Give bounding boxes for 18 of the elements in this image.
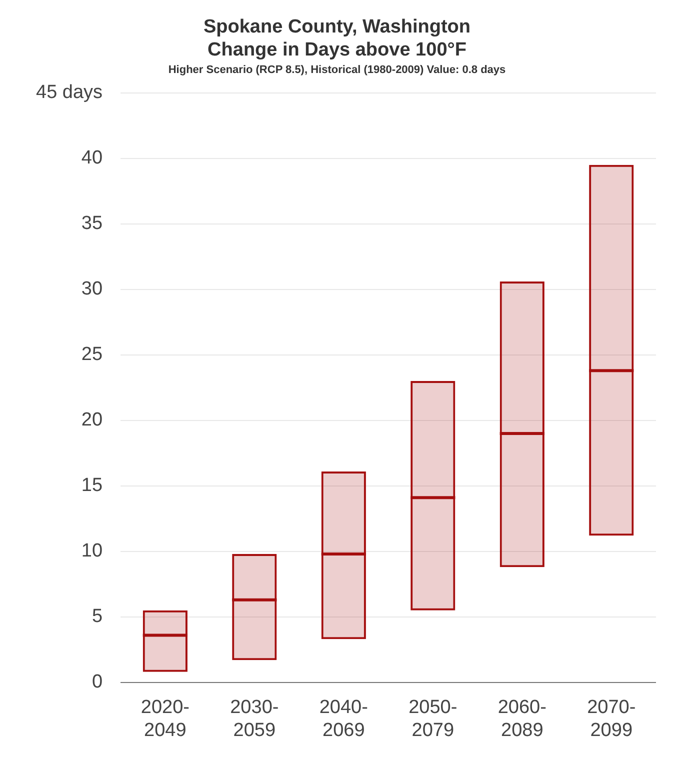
- y-tick-label: 25: [81, 344, 103, 366]
- y-tick-label: 20: [81, 410, 103, 431]
- chart-subtitle: Higher Scenario (RCP 8.5), Historical (1980-2009) Value: 0.8 days: [168, 64, 506, 76]
- chart-title: Spokane County, Washington Change in Days above 100°F: [203, 16, 471, 60]
- x-tick-label: 2020- 2049: [140, 697, 190, 741]
- y-tick-label: 0: [92, 672, 103, 693]
- y-tick-label: 5: [92, 606, 103, 628]
- x-tick-label: 2050- 2079: [408, 697, 458, 741]
- x-tick-label: 2030- 2059: [230, 697, 279, 741]
- x-tick-label: 2060- 2089: [498, 697, 546, 741]
- y-tick-label: 10: [81, 540, 103, 562]
- y-tick-label: 45 days: [36, 82, 103, 104]
- y-tick-label: 15: [81, 475, 103, 496]
- y-tick-label: 35: [81, 213, 103, 234]
- y-tick-label: 30: [81, 278, 103, 300]
- x-tick-label: 2040- 2069: [319, 697, 368, 741]
- y-tick-label: 40: [81, 148, 103, 169]
- x-tick-label: 2070- 2099: [587, 697, 636, 741]
